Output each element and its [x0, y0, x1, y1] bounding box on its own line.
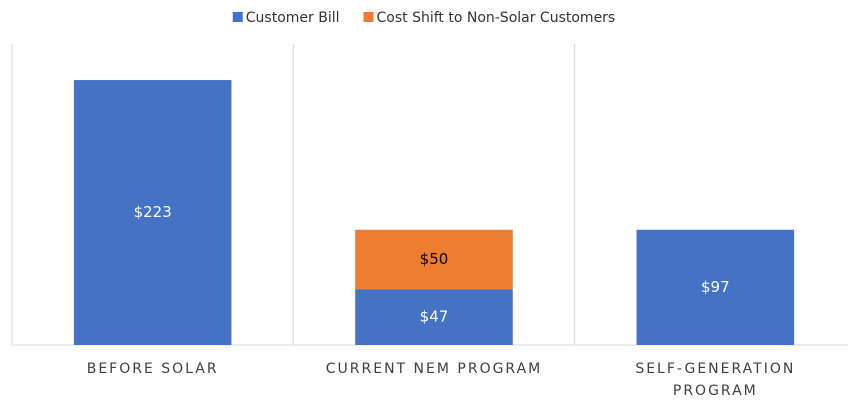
legend: Customer Bill Cost Shift to Non-Solar Cus…	[232, 10, 615, 26]
bar-segment	[355, 229, 513, 290]
x-tick-label: BEFORE SOLAR	[87, 361, 219, 377]
value-label: $47	[420, 308, 449, 326]
bar-segment	[73, 80, 232, 346]
legend-label: Cost Shift to Non-Solar Customers	[376, 10, 615, 26]
bar-segment	[636, 229, 795, 345]
value-label: $50	[420, 250, 449, 268]
legend-label: Customer Bill	[246, 10, 340, 26]
value-label: $97	[701, 278, 730, 296]
x-tick-label: SELF-GENERATION PROGRAM	[635, 361, 795, 399]
x-tick-label: CURRENT NEM PROGRAM	[326, 361, 543, 377]
value-label: $223	[134, 203, 172, 221]
legend-swatch	[232, 12, 243, 22]
bar-segment	[355, 289, 513, 345]
legend-swatch	[363, 12, 374, 22]
